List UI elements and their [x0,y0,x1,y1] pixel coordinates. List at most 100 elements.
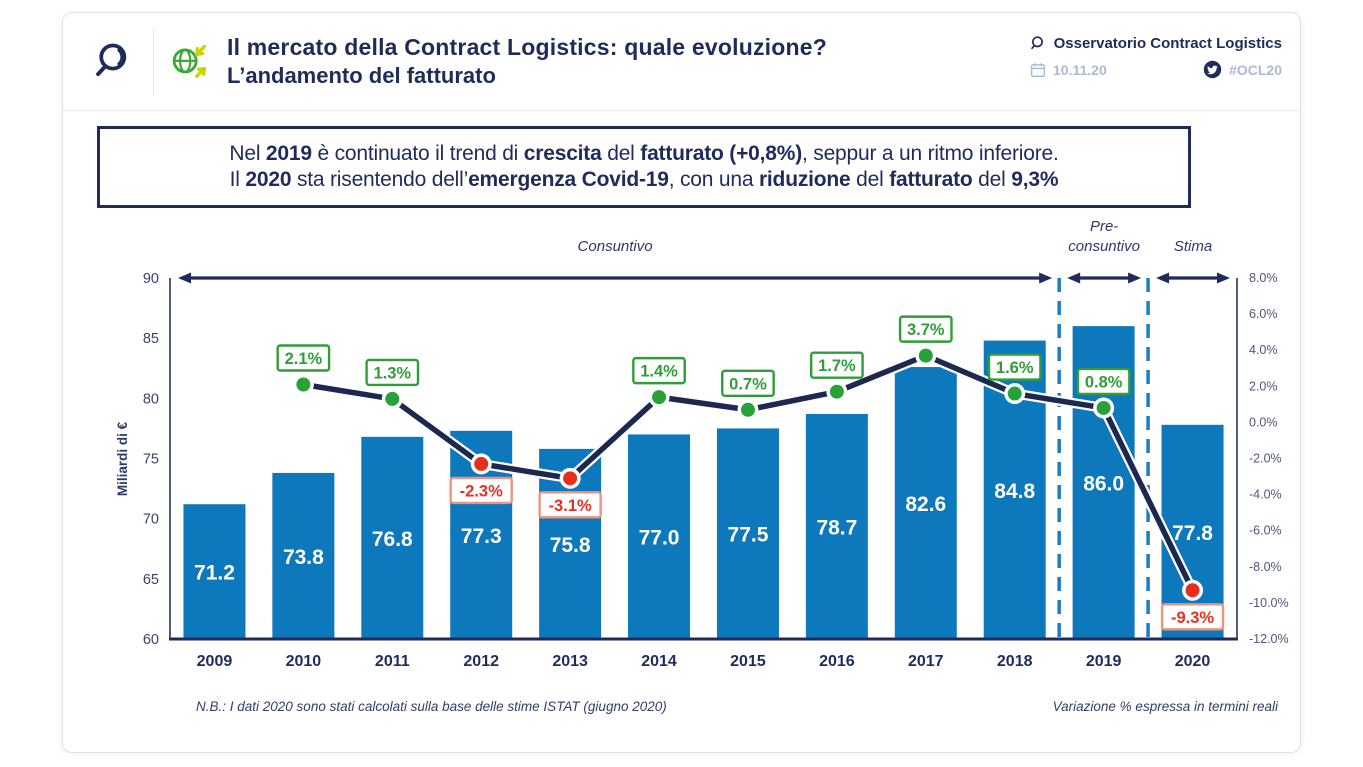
bar-value-label: 86.0 [1083,473,1124,496]
callout-bold-text: (+0,8%) [729,142,802,165]
dot-2017 [918,348,933,363]
section-label: Consuntivo [578,238,653,255]
chart-text: 2.0% [1249,379,1278,393]
pct-label-box [987,353,1042,381]
bar-2011 [361,436,424,639]
callout-text: è continuato il trend di [311,142,524,165]
bar-2014 [628,434,691,639]
bar-value-label: 71.2 [194,562,235,585]
dot-2014 [652,390,667,405]
year-label: 2020 [1175,653,1211,670]
chart-text: 6.0% [1249,307,1278,321]
callout-bold-text: 2020 [245,168,292,191]
arrowhead-left [1067,272,1081,284]
pct-label-box [365,358,420,387]
callout-text: del [972,168,1012,191]
globe-arrows-icon [172,44,207,78]
arrowhead-right [1128,272,1142,284]
pct-label: 1.3% [373,364,411,382]
bar-value-label: 77.3 [461,525,502,548]
bar-value-label: 75.8 [550,534,591,557]
calendar-icon [1030,62,1046,78]
bar-2010 [272,472,335,639]
chart-text: 70 [143,512,159,528]
pct-label-box [1076,367,1131,396]
brand-name: Osservatorio Contract Logistics [1053,35,1282,52]
section-label: consuntivo [1068,238,1140,255]
year-label: 2019 [1086,653,1122,670]
bar-value-label: 84.8 [994,480,1035,503]
date-label: 10.11.20 [1053,61,1107,78]
pct-label-box [898,315,953,343]
chart-text: -2.0% [1249,452,1282,466]
pct-label: 1.7% [818,357,856,375]
pct-label: -3.1% [549,497,592,515]
pct-label: -2.3% [460,482,503,500]
slide-card: Il mercato della Contract Logistics: qua… [62,12,1301,753]
section-label: Stima [1174,238,1212,255]
callout-bold-text: emergenza Covid-19 [468,168,669,191]
callout-bold-text: 2019 [265,142,312,165]
footnote-right: Variazione % espressa in termini reali [1052,699,1278,714]
arrowhead-right [1217,272,1230,284]
year-label: 2017 [908,653,944,670]
chart-text: 80 [143,391,159,407]
pct-label-box [538,491,602,519]
callout-bold-text: crescita [523,142,602,165]
search-icon [1031,36,1043,50]
year-label: 2014 [641,653,677,670]
callout-line-2: Il 2020 sta risentendo dell’emergenza Co… [230,168,1059,192]
page-subtitle: L’andamento del fatturato [227,63,496,88]
year-label: 2015 [730,653,766,670]
dot-2020 [1185,583,1200,598]
pct-label: 2.1% [285,350,323,368]
year-label: 2018 [997,653,1033,670]
hashtag-label: #OCL20 [1229,61,1282,78]
section-label: Pre- [1090,218,1118,235]
footnote-left: N.B.: I dati 2020 sono stati calcolati s… [196,699,667,714]
bar-value-label: 73.8 [283,546,324,569]
header: Il mercato della Contract Logistics: qua… [63,13,1300,111]
year-label: 2010 [286,653,322,670]
brand-row: Osservatorio Contract Logistics [1030,35,1282,52]
pct-label: 3.7% [907,321,945,339]
callout-bold-text: riduzione [758,168,851,191]
year-label: 2011 [375,653,410,670]
callout-bold-text: fatturato [889,168,973,191]
bar-2016 [805,413,868,639]
bar-value-label: 82.6 [905,493,946,516]
chart-text: -12.0% [1249,632,1289,646]
pct-label: 0.8% [1085,373,1123,391]
pct-label: -9.3% [1171,609,1214,627]
callout-bold-text: fatturato [640,142,724,165]
callout-text: del [601,142,641,165]
title-block: Il mercato della Contract Logistics: qua… [227,34,827,89]
callout-text: , con una [668,168,759,191]
twitter-icon [1203,60,1222,79]
meta-row: 10.11.20 #OCL20 [1030,60,1282,79]
bar-value-label: 78.7 [816,516,857,539]
chart-text: 90 [143,271,159,287]
dot-2016 [829,384,844,399]
year-label: 2009 [197,653,233,670]
year-label: 2013 [552,653,588,670]
year-label: 2012 [463,653,499,670]
bar-2009 [183,504,246,639]
pct-label: 1.6% [996,359,1034,377]
chart-text: 85 [143,331,159,347]
chart-text: -6.0% [1249,524,1282,538]
page-title: Il mercato della Contract Logistics: qua… [227,34,827,60]
left-axis-title: Miliardi di € [115,421,130,496]
arrowhead-left [178,272,191,284]
callout-text: del [850,168,890,191]
dot-2013 [563,471,578,486]
dot-2011 [385,391,400,406]
chart-text: 4.0% [1249,343,1278,357]
revenue-trend-chart: 90 85 80 75 70 65 60 8.0% 6.0% 4.0% 2.0% 0.0% -2.0% -… [115,218,1289,670]
bar-2015 [716,428,779,639]
chart-text: 60 [143,632,159,648]
callout-text: sta risentendo dell’ [291,168,469,191]
arrowhead-right [1039,272,1053,284]
bar-value-label: 77.0 [639,527,680,550]
